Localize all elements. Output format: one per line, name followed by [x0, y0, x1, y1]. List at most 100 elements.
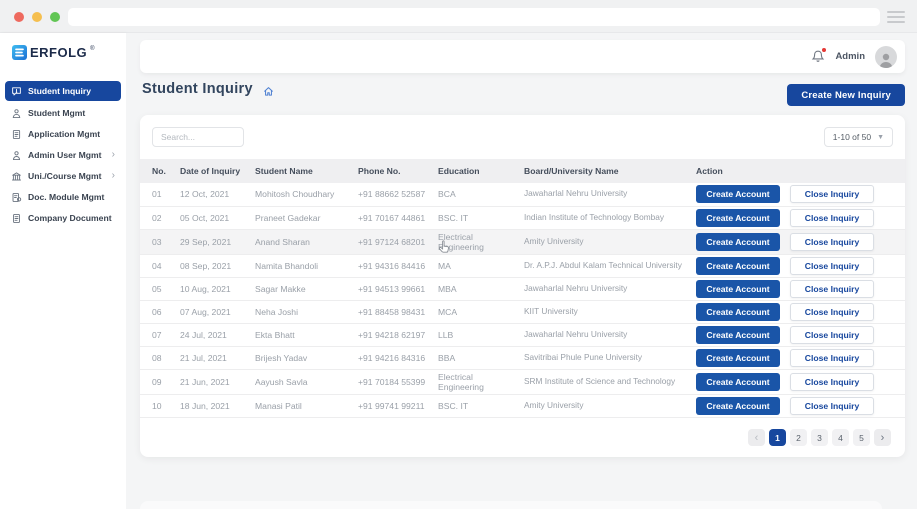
cell-education: Electrical Engineering — [434, 369, 520, 394]
pagination-page-3[interactable]: 3 — [811, 429, 828, 446]
app-logo: ERFOLG ® — [0, 33, 126, 75]
table-row[interactable]: 0724 Jul, 2021Ekta Bhatt+91 94218 62197L… — [140, 323, 905, 346]
cell-education: Electrical Engineering — [434, 229, 520, 254]
pagination-page-1[interactable]: 1 — [769, 429, 786, 446]
close-inquiry-button[interactable]: Close Inquiry — [790, 257, 874, 275]
logo-icon — [12, 45, 27, 60]
inquiry-table-card: 1-10 of 50 ▼ No.Date of InquiryStudent N… — [140, 115, 905, 457]
create-account-button[interactable]: Create Account — [696, 185, 780, 203]
sidebar-item-application-mgmt[interactable]: Application Mgmt — [5, 125, 121, 143]
sidebar-item-admin-user-mgmt[interactable]: Admin User Mgmt › — [5, 146, 121, 164]
cell-university: Savitribai Phule Pune University — [520, 346, 692, 369]
close-window-button[interactable] — [14, 12, 24, 22]
close-inquiry-button[interactable]: Close Inquiry — [790, 303, 874, 321]
cell-phone: +91 88662 52587 — [354, 183, 434, 206]
cell-date: 10 Aug, 2021 — [176, 277, 251, 300]
top-header-bar: Admin — [140, 40, 905, 73]
table-row[interactable]: 0329 Sep, 2021Anand Sharan+91 97124 6820… — [140, 229, 905, 254]
table-row[interactable]: 1018 Jun, 2021Manasi Patil+91 99741 9921… — [140, 394, 905, 417]
cell-phone: +91 94316 84416 — [354, 254, 434, 277]
hamburger-menu-icon[interactable] — [885, 9, 907, 25]
table-header-row: No.Date of InquiryStudent NamePhone No.E… — [140, 159, 905, 183]
create-account-button[interactable]: Create Account — [696, 280, 780, 298]
sidebar-item-student-inquiry[interactable]: Student Inquiry — [5, 81, 121, 101]
table-row[interactable]: 0921 Jun, 2021Aayush Savla+91 70184 5539… — [140, 369, 905, 394]
application-icon — [11, 129, 22, 140]
create-account-button[interactable]: Create Account — [696, 209, 780, 227]
pagination: ‹12345› — [748, 429, 891, 446]
registered-mark: ® — [90, 45, 94, 53]
chevron-right-icon: › — [112, 150, 115, 160]
create-account-button[interactable]: Create Account — [696, 397, 780, 415]
cell-date: 12 Oct, 2021 — [176, 183, 251, 206]
cell-education: BSC. IT — [434, 394, 520, 417]
cell-education: MCA — [434, 300, 520, 323]
sidebar-item-label: Student Inquiry — [28, 86, 91, 96]
close-inquiry-button[interactable]: Close Inquiry — [790, 233, 874, 251]
column-header-no: No. — [140, 159, 176, 183]
home-icon[interactable] — [263, 84, 274, 95]
sidebar-item-student-mgmt[interactable]: Student Mgmt — [5, 104, 121, 122]
sidebar-item-label: Doc. Module Mgmt — [28, 192, 104, 202]
cell-no: 08 — [140, 346, 176, 369]
chevron-down-icon: ▼ — [877, 134, 884, 141]
sidebar-item-doc-module-mgmt[interactable]: Doc. Module Mgmt — [5, 188, 121, 206]
sidebar-item-label: Company Document — [28, 213, 112, 223]
minimize-window-button[interactable] — [32, 12, 42, 22]
cell-actions: Create Account Close Inquiry — [692, 300, 905, 323]
cell-education: BBA — [434, 346, 520, 369]
results-range-select[interactable]: 1-10 of 50 ▼ — [824, 127, 893, 147]
table-row[interactable]: 0408 Sep, 2021Namita Bhandoli+91 94316 8… — [140, 254, 905, 277]
cell-student-name: Ekta Bhatt — [251, 323, 354, 346]
sidebar-item-company-document[interactable]: Company Document — [5, 209, 121, 227]
cell-student-name: Mohitosh Choudhary — [251, 183, 354, 206]
pagination-page-2[interactable]: 2 — [790, 429, 807, 446]
close-inquiry-button[interactable]: Close Inquiry — [790, 397, 874, 415]
notification-badge — [822, 48, 826, 52]
cell-student-name: Namita Bhandoli — [251, 254, 354, 277]
table-row[interactable]: 0112 Oct, 2021Mohitosh Choudhary+91 8866… — [140, 183, 905, 206]
cell-date: 21 Jun, 2021 — [176, 369, 251, 394]
maximize-window-button[interactable] — [50, 12, 60, 22]
pagination-next-button[interactable]: › — [874, 429, 891, 446]
create-account-button[interactable]: Create Account — [696, 303, 780, 321]
cell-university: Amity University — [520, 229, 692, 254]
table-row[interactable]: 0205 Oct, 2021Praneet Gadekar+91 70167 4… — [140, 206, 905, 229]
pagination-prev-button[interactable]: ‹ — [748, 429, 765, 446]
search-input[interactable] — [152, 127, 244, 147]
cell-no: 07 — [140, 323, 176, 346]
cell-education: LLB — [434, 323, 520, 346]
cell-actions: Create Account Close Inquiry — [692, 394, 905, 417]
doc-module-icon — [11, 192, 22, 203]
company-doc-icon — [11, 213, 22, 224]
cell-phone: +91 94218 62197 — [354, 323, 434, 346]
table-row[interactable]: 0607 Aug, 2021Neha Joshi+91 88458 98431M… — [140, 300, 905, 323]
create-account-button[interactable]: Create Account — [696, 373, 780, 391]
create-new-inquiry-button[interactable]: Create New Inquiry — [787, 84, 905, 106]
cell-actions: Create Account Close Inquiry — [692, 346, 905, 369]
cell-education: MBA — [434, 277, 520, 300]
table-row[interactable]: 0510 Aug, 2021Sagar Makke+91 94513 99661… — [140, 277, 905, 300]
create-account-button[interactable]: Create Account — [696, 349, 780, 367]
create-account-button[interactable]: Create Account — [696, 233, 780, 251]
close-inquiry-button[interactable]: Close Inquiry — [790, 185, 874, 203]
close-inquiry-button[interactable]: Close Inquiry — [790, 326, 874, 344]
pagination-page-4[interactable]: 4 — [832, 429, 849, 446]
avatar[interactable] — [875, 46, 897, 68]
address-bar[interactable] — [68, 8, 880, 26]
pagination-page-5[interactable]: 5 — [853, 429, 870, 446]
create-account-button[interactable]: Create Account — [696, 326, 780, 344]
notification-bell-icon[interactable] — [811, 49, 825, 64]
cell-university: Jawaharlal Nehru University — [520, 323, 692, 346]
sidebar-item-label: Admin User Mgmt — [28, 150, 102, 160]
create-account-button[interactable]: Create Account — [696, 257, 780, 275]
column-header-phone-no: Phone No. — [354, 159, 434, 183]
close-inquiry-button[interactable]: Close Inquiry — [790, 373, 874, 391]
close-inquiry-button[interactable]: Close Inquiry — [790, 349, 874, 367]
close-inquiry-button[interactable]: Close Inquiry — [790, 209, 874, 227]
cell-no: 02 — [140, 206, 176, 229]
sidebar-item-uni-course-mgmt[interactable]: Uni./Course Mgmt› — [5, 167, 121, 185]
table-row[interactable]: 0821 Jul, 2021Brijesh Yadav+91 94216 843… — [140, 346, 905, 369]
cell-phone: +91 99741 99211 — [354, 394, 434, 417]
close-inquiry-button[interactable]: Close Inquiry — [790, 280, 874, 298]
